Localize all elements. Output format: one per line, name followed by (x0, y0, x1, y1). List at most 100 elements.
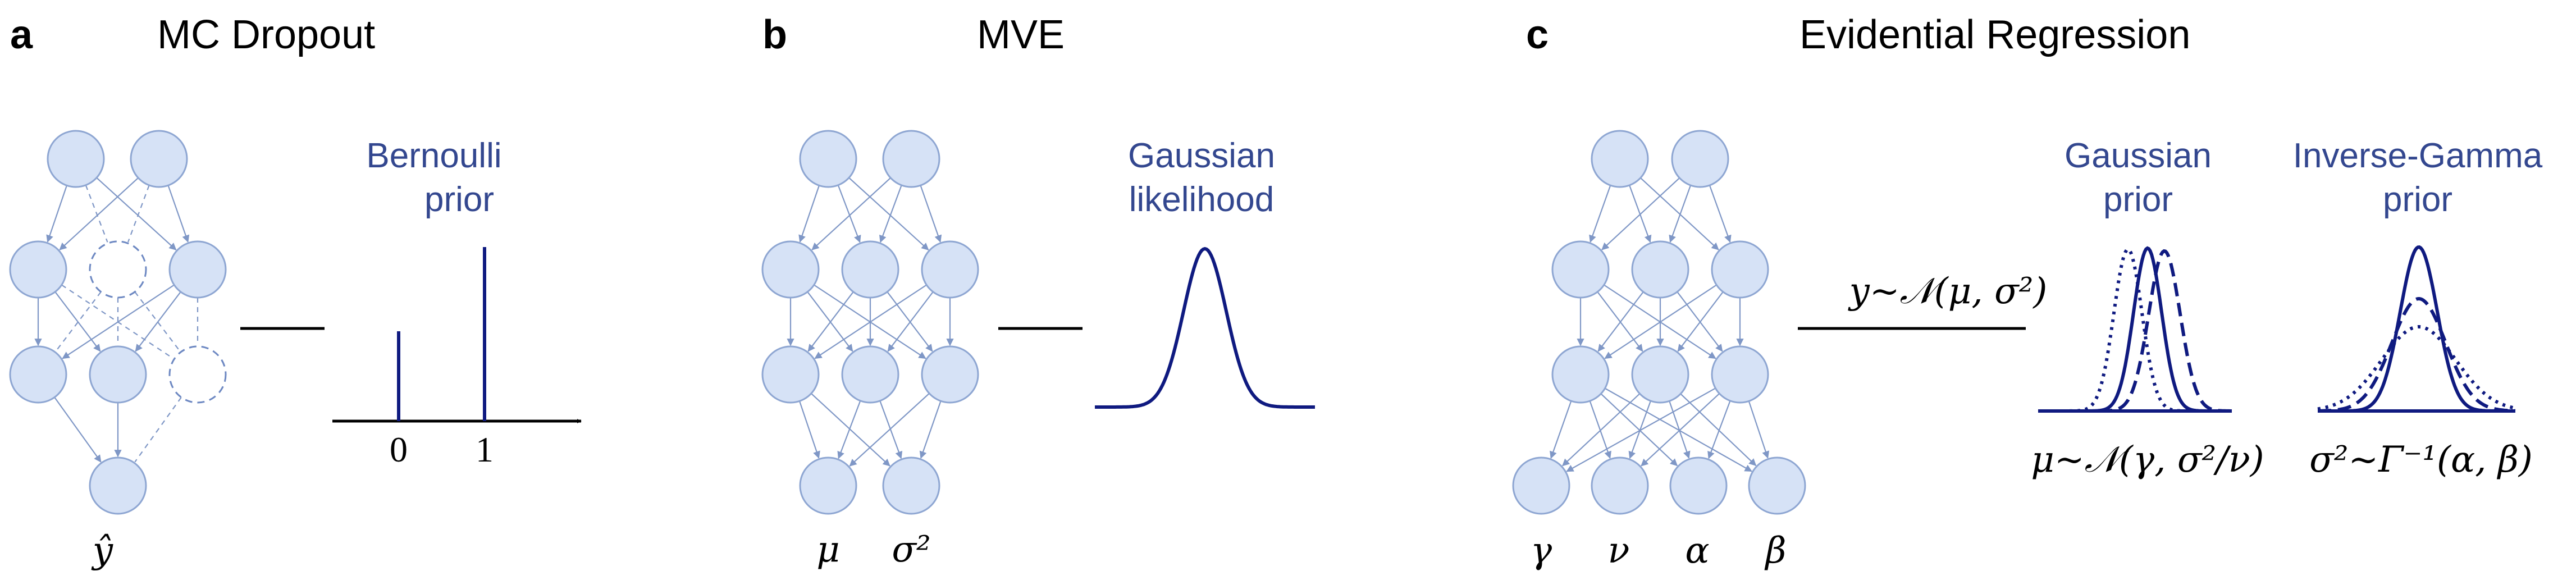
panel-a-node-l1-0 (9, 240, 67, 299)
panel-c-edges (1550, 177, 1770, 472)
panel-b-network (761, 130, 979, 515)
panel-c-edge-l0-0-1 (1629, 185, 1652, 243)
panel-b-output-mu: μ (816, 529, 840, 570)
panel-c-node-l2-1 (1631, 345, 1689, 404)
panel-c-title: Evidential Regression (1799, 12, 2190, 57)
panel-a-edge-l0-0-0 (46, 185, 67, 243)
evidential-likelihood-equation: y~𝒩(μ, σ²) (1848, 271, 2048, 312)
panel-b-edge-l0-1-2 (920, 185, 942, 243)
bernoulli-label-line1: Bernoulli (366, 136, 501, 175)
panel-b-node-l0-1 (882, 130, 940, 188)
panel-c-node-l1-0 (1551, 240, 1610, 299)
panel-c-edge-l2-1-2 (1669, 400, 1691, 459)
panel-c-node-l2-0 (1551, 345, 1610, 404)
panel-c-edge-l0-1-1 (1669, 185, 1692, 243)
gaussian-likelihood-label-line2: likelihood (1129, 180, 1275, 219)
panel-c-edge-l0-0-2 (1640, 177, 1719, 250)
panel-a-title: MC Dropout (157, 12, 375, 57)
panel-b-node-l2-2 (921, 345, 979, 404)
panel-a-letter: a (10, 12, 33, 57)
panel-c-edge-l2-2-2 (1707, 400, 1731, 459)
panel-c-edge-l1-1-0 (1597, 291, 1644, 352)
panel-c-edge-l0-1-0 (1601, 177, 1680, 250)
panel-a-node-l0-1 (130, 130, 188, 188)
panel-b-node-l1-0 (761, 240, 820, 299)
panel-c-node-l1-2 (1711, 240, 1769, 299)
panel-a-node-l2-1 (89, 345, 147, 404)
panel-a-node-l1-2 (168, 240, 227, 299)
panel-b-node-l0-0 (799, 130, 857, 188)
panel-a-network (9, 130, 227, 515)
gaussian-likelihood-label-line1: Gaussian (1128, 136, 1275, 175)
gaussian-prior-curves (2038, 246, 2232, 413)
panel-a-edge-l1-0-1 (54, 291, 101, 352)
panel-a-edge-l1-2-0 (62, 284, 175, 359)
panel-c-node-l3-1 (1591, 456, 1649, 515)
gaussian-prior-label-line1: Gaussian (2065, 136, 2212, 175)
panel-b-edge-l0-1-0 (811, 177, 891, 250)
panel-b-edge-l1-2-1 (887, 291, 934, 352)
panel-b-node-l3-0 (799, 456, 857, 515)
panel-a-edges (34, 177, 199, 463)
panel-b-edge-l2-0-1 (811, 393, 890, 467)
panel-c-edge-l2-1-3 (1680, 393, 1757, 467)
panel-c-node-l3-2 (1669, 456, 1728, 515)
panel-a-node-l0-0 (47, 130, 105, 188)
gaussian-likelihood-curve (1095, 246, 1315, 409)
panel-c-edge-l1-2-0 (1604, 284, 1717, 359)
panel-b-edge-l0-0-1 (837, 185, 861, 243)
panel-c-output-beta: β (1765, 530, 1787, 572)
panel-c-edge-l2-0-0 (1550, 400, 1572, 459)
panel-c-edge-l2-2-3 (1748, 401, 1770, 459)
panel-b-title: MVE (977, 12, 1065, 57)
panel-b-edge-l1-1-0 (807, 291, 854, 352)
panel-b-node-l2-1 (841, 345, 899, 404)
panel-b-nodes (761, 130, 979, 515)
panel-c-output-gamma: γ (1531, 530, 1552, 572)
panel-b-node-l1-1 (841, 240, 899, 299)
panel-b-edge-l1-2-0 (814, 284, 927, 359)
panel-b-output-sigma2: σ² (892, 529, 930, 570)
panel-a: a MC Dropout ŷ Bernoulli prior 0 1 (9, 12, 582, 572)
panel-c-network (1512, 130, 1806, 515)
panel-c-edge-l2-1-1 (1628, 400, 1651, 459)
panel-c-edge-l1-2-1 (1677, 291, 1724, 352)
panel-b-edge-l2-2-1 (919, 400, 942, 459)
panel-a-edge-l0-1-1 (127, 185, 150, 243)
panel-c-output-nu: ν (1608, 530, 1630, 572)
inverse-gamma-prior-curve-dotted (2317, 325, 2516, 411)
panel-b-edge-l0-0-2 (848, 177, 929, 250)
panel-c-edge-l2-0-1 (1589, 400, 1611, 459)
panel-a-edge-l0-1-0 (59, 177, 139, 250)
panel-a-edge-l1-1-0 (55, 291, 102, 352)
panel-a-node-l2-2-dropped (168, 345, 227, 404)
panel-a-edge-l1-1-2 (134, 291, 181, 352)
panel-c-letter: c (1526, 12, 1549, 57)
panel-a-node-l2-0 (9, 345, 67, 404)
inverse-gamma-prior-curve-dashed (2318, 296, 2516, 413)
panel-b-letter: b (762, 12, 787, 57)
panel-c-node-l0-0 (1591, 130, 1649, 188)
panel-c-edge-l0-1-2 (1709, 185, 1732, 243)
gaussian-prior-label-line2: prior (2103, 180, 2173, 219)
bernoulli-label-line2: prior (424, 180, 494, 219)
panel-b: b MVE μ σ² Gaussian likelihood (761, 12, 1315, 570)
panel-a-edge-l0-1-2 (167, 185, 190, 243)
panel-b-edge-l0-1-1 (879, 185, 902, 243)
bernoulli-tick-1: 1 (476, 430, 494, 469)
inverse-gamma-prior-curves (2317, 245, 2516, 413)
panel-a-output-y-hat: ŷ (91, 530, 113, 572)
panel-a-edge-l0-0-2 (96, 177, 177, 250)
panel-b-edge-l0-0-0 (798, 185, 820, 243)
inverse-gamma-prior-curve-solid (2318, 245, 2515, 413)
inverse-gamma-prior-equation: σ²~Γ⁻¹(α, β) (2309, 439, 2533, 481)
panel-a-edge-l1-2-1 (135, 291, 181, 352)
panel-a-nodes (9, 130, 227, 515)
panel-c-node-l3-0 (1512, 456, 1570, 515)
panel-b-node-l2-0 (761, 345, 820, 404)
panel-c-edge-l2-1-0 (1562, 393, 1641, 467)
panel-a-edge-l2-2-0 (134, 396, 182, 463)
bernoulli-tick-0: 0 (390, 430, 408, 469)
panel-b-edge-l2-2-0 (849, 392, 930, 467)
